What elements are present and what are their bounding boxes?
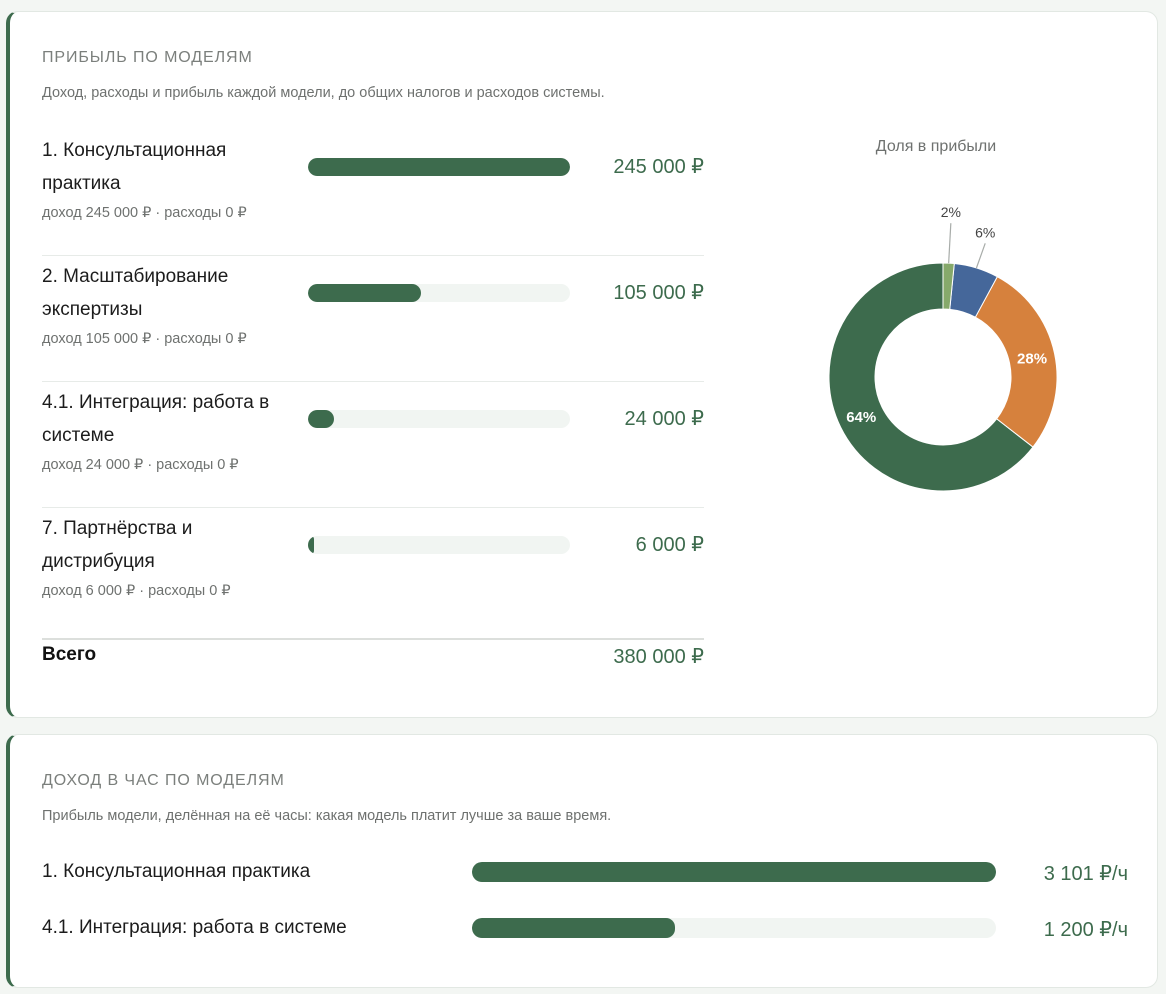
model-income-expense: доход 24 000 ₽ · расходы 0 ₽ bbox=[42, 457, 239, 473]
model-name: 7. Партнёрства и дистрибуция bbox=[42, 518, 193, 572]
model-income-expense: доход 6 000 ₽ · расходы 0 ₽ bbox=[42, 583, 231, 599]
model-profit-value: 6 000 ₽ bbox=[635, 534, 704, 556]
profit-row: 4.1. Интеграция: работа в системе 24 000… bbox=[42, 382, 704, 508]
model-income-expense: доход 245 000 ₽ · расходы 0 ₽ bbox=[42, 205, 247, 221]
profit-bar bbox=[308, 284, 421, 302]
model-income-expense: доход 105 000 ₽ · расходы 0 ₽ bbox=[42, 331, 247, 347]
model-profit-value: 24 000 ₽ bbox=[624, 408, 704, 430]
chart-title: Доля в прибыли bbox=[875, 138, 997, 155]
profit-bar bbox=[308, 158, 570, 176]
profit-share-chart: Доля в прибыли 64% 28% 6% 2% bbox=[750, 122, 1122, 522]
hourly-bar bbox=[472, 918, 675, 938]
slice-scaling bbox=[974, 276, 1058, 448]
hourly-bar-track bbox=[472, 918, 996, 938]
total-value: 380 000 ₽ bbox=[613, 646, 704, 668]
hourly-section-title: ДОХОД В ЧАС ПО МОДЕЛЯМ bbox=[42, 772, 285, 789]
hourly-row: 1. Консультационная практика 3 101 ₽/ч bbox=[42, 857, 1128, 897]
model-profit-value: 105 000 ₽ bbox=[613, 282, 704, 304]
slice-label: 6% bbox=[975, 224, 995, 240]
hourly-bar-track bbox=[472, 862, 996, 882]
model-name: 1. Консультационная практика bbox=[42, 861, 311, 882]
slice-label: 64% bbox=[846, 409, 876, 426]
profit-section-subtitle: Доход, расходы и прибыль каждой модели, … bbox=[42, 85, 605, 101]
profit-bar bbox=[308, 536, 315, 554]
hourly-card: ДОХОД В ЧАС ПО МОДЕЛЯМ Прибыль модели, д… bbox=[6, 734, 1158, 988]
hourly-section-subtitle: Прибыль модели, делённая на её часы: как… bbox=[42, 808, 612, 824]
model-name: 1. Консультационная практика bbox=[42, 140, 227, 194]
profit-row: 1. Консультационная практика 245 000 ₽ д… bbox=[42, 130, 704, 256]
profit-bar-track bbox=[308, 410, 570, 428]
hourly-value: 1 200 ₽/ч bbox=[1043, 919, 1128, 941]
slice-leader-line bbox=[948, 223, 952, 264]
profit-section-title: ПРИБЫЛЬ ПО МОДЕЛЯМ bbox=[42, 49, 253, 66]
profit-bar-track bbox=[308, 536, 570, 554]
profit-card: ПРИБЫЛЬ ПО МОДЕЛЯМ Доход, расходы и приб… bbox=[6, 11, 1158, 718]
slice-label: 2% bbox=[941, 204, 961, 220]
slice-label: 28% bbox=[1017, 350, 1047, 367]
hourly-value: 3 101 ₽/ч bbox=[1043, 863, 1128, 885]
profit-row: 7. Партнёрства и дистрибуция 6 000 ₽ дох… bbox=[42, 508, 704, 640]
total-label: Всего bbox=[42, 644, 97, 665]
hourly-bar bbox=[472, 862, 996, 882]
profit-row: 2. Масштабирование экспертизы 105 000 ₽ … bbox=[42, 256, 704, 382]
profit-bar-track bbox=[308, 158, 570, 176]
profit-rows: 1. Консультационная практика 245 000 ₽ д… bbox=[42, 130, 704, 640]
model-name: 2. Масштабирование экспертизы bbox=[42, 266, 229, 320]
model-profit-value: 245 000 ₽ bbox=[613, 156, 704, 178]
model-name: 4.1. Интеграция: работа в системе bbox=[42, 392, 270, 446]
profit-bar-track bbox=[308, 284, 570, 302]
model-name: 4.1. Интеграция: работа в системе bbox=[42, 917, 347, 938]
profit-bar bbox=[308, 410, 334, 428]
slice-leader-line bbox=[975, 243, 986, 269]
donut-chart: 64% 28% 6% 2% bbox=[828, 204, 1058, 492]
slice-partnerships bbox=[942, 262, 955, 310]
hourly-row: 4.1. Интеграция: работа в системе 1 200 … bbox=[42, 913, 1128, 953]
slice-consulting bbox=[828, 262, 1034, 492]
